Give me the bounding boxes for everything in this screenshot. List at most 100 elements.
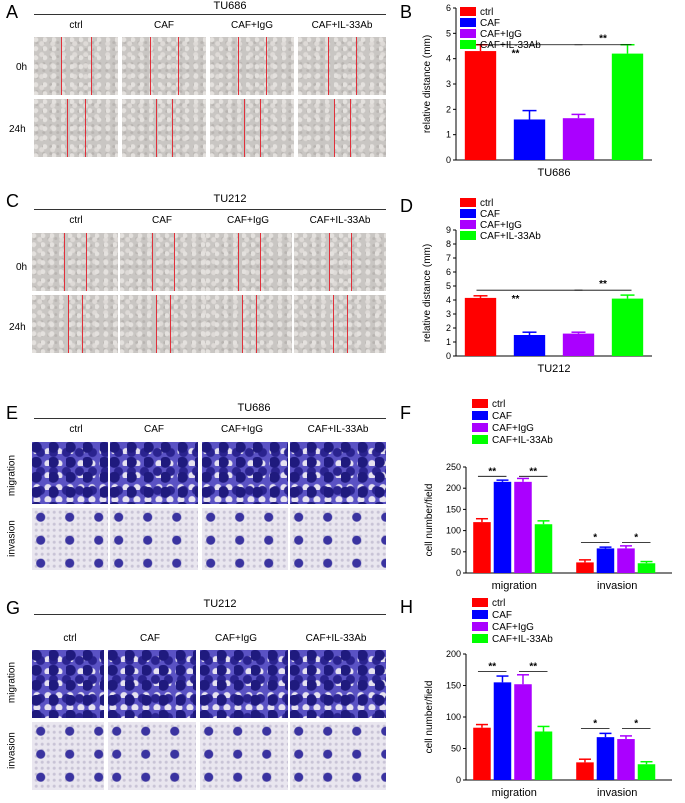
micrograph-cell xyxy=(32,233,118,291)
panel-letter-g: G xyxy=(6,598,21,618)
legend-label: CAF xyxy=(480,209,500,220)
bar xyxy=(514,684,532,780)
significance-label: * xyxy=(593,718,597,729)
panel-g-col-caf-il33ab: CAF+IL-33Ab xyxy=(305,633,367,644)
micrograph-cell xyxy=(32,650,104,718)
bar xyxy=(617,739,635,780)
panel-e-col-ctrl: ctrl xyxy=(69,424,83,435)
wound-edge-line xyxy=(82,295,83,353)
panel-e-rule xyxy=(34,418,386,419)
micrograph-cell xyxy=(34,37,118,95)
panel-a-col-ctrl: ctrl xyxy=(69,20,83,31)
legend-label: CAF+IL-33Ab xyxy=(492,634,553,645)
panel-e-title: TU686 xyxy=(237,402,271,414)
legend-swatch xyxy=(460,198,476,207)
y-tick-label: 4 xyxy=(446,295,451,305)
micrograph-cell xyxy=(34,99,118,157)
y-tick-label: 0 xyxy=(446,351,451,361)
bar xyxy=(611,53,644,160)
bar xyxy=(611,298,644,356)
legend-swatch xyxy=(472,634,488,643)
y-tick-label: 50 xyxy=(451,744,461,754)
y-tick-label: 7 xyxy=(446,253,451,263)
y-tick-label: 0 xyxy=(456,568,461,578)
legend-label: ctrl xyxy=(480,7,493,18)
significance-label: * xyxy=(634,718,638,729)
panel-c-row-24h: 24h xyxy=(9,322,26,333)
micrograph-cell xyxy=(32,442,108,504)
bar xyxy=(473,727,491,780)
legend-label: CAF+IgG xyxy=(492,423,534,434)
y-tick-label: 3 xyxy=(446,79,451,89)
wound-edge-line xyxy=(170,295,171,353)
panel-g-col-ctrl: ctrl xyxy=(63,633,77,644)
panel-a-col-caf-igg: CAF+IgG xyxy=(231,20,273,31)
legend-label: CAF+IgG xyxy=(480,29,522,40)
micrograph-cell xyxy=(32,722,104,790)
y-tick-label: 5 xyxy=(446,28,451,38)
legend-label: CAF xyxy=(492,411,512,422)
y-tick-label: 2 xyxy=(446,104,451,114)
y-tick-label: 100 xyxy=(446,712,461,722)
panel-c-rule xyxy=(34,209,386,210)
significance-label: ** xyxy=(512,294,520,305)
panel-c-title: TU212 xyxy=(213,193,247,205)
panel-a-col-caf-il33ab: CAF+IL-33Ab xyxy=(311,20,373,31)
significance-label: ** xyxy=(529,662,537,673)
legend-swatch xyxy=(472,610,488,619)
bar xyxy=(576,562,594,573)
wound-edge-line xyxy=(238,37,239,95)
significance-label: ** xyxy=(599,34,607,45)
panel-e-col-caf-igg: CAF+IgG xyxy=(221,424,263,435)
micrograph-cell xyxy=(32,508,108,570)
legend-label: CAF xyxy=(492,610,512,621)
chart-d: 0 1 2 3 4 5 6 7 8 9 relative distance (mm) TU212 ** *… xyxy=(422,198,652,375)
micrograph-cell xyxy=(210,99,294,157)
y-tick-label: 6 xyxy=(446,3,451,13)
panel-letter-d: D xyxy=(400,196,413,216)
group-label: invasion xyxy=(597,580,637,592)
group-label: migration xyxy=(492,580,537,592)
y-tick-label: 150 xyxy=(446,681,461,691)
significance-label: * xyxy=(634,532,638,543)
wound-edge-line xyxy=(150,37,151,95)
panel-c-row-0h: 0h xyxy=(16,262,28,273)
panel-g-col-caf-igg: CAF+IgG xyxy=(215,633,257,644)
y-tick-label: 3 xyxy=(446,309,451,319)
wound-edge-line xyxy=(356,37,357,95)
panel-e-col-caf-il33ab: CAF+IL-33Ab xyxy=(307,424,369,435)
bar xyxy=(562,333,595,356)
significance-label: ** xyxy=(488,466,496,477)
micrograph-cell xyxy=(120,295,206,353)
wound-edge-line xyxy=(238,233,239,291)
legend-swatch xyxy=(460,40,476,49)
wound-edge-line xyxy=(86,233,87,291)
bar xyxy=(637,764,656,780)
bar xyxy=(576,762,594,780)
panel-c-col-caf: CAF xyxy=(152,215,172,226)
legend-label: CAF+IL-33Ab xyxy=(480,40,541,51)
wound-edge-line xyxy=(266,37,267,95)
panel-c-col-ctrl: ctrl xyxy=(69,215,83,226)
bar xyxy=(464,51,497,160)
y-axis-label: cell number/field xyxy=(424,484,435,557)
wound-edge-line xyxy=(260,99,261,157)
y-tick-label: 50 xyxy=(451,547,461,557)
legend-label: ctrl xyxy=(492,399,505,410)
wound-edge-line xyxy=(260,233,261,291)
legend-swatch xyxy=(472,423,488,432)
chart-h: 0 50 100 150 200 cell number/field migration in… xyxy=(424,598,672,799)
panel-a-title: TU686 xyxy=(213,0,247,12)
micrograph-cell xyxy=(298,37,386,95)
panel-g-title: TU212 xyxy=(203,598,237,610)
legend-swatch xyxy=(460,209,476,218)
y-tick-label: 200 xyxy=(446,483,461,493)
panel-a-col-caf: CAF xyxy=(154,20,174,31)
micrograph-cell xyxy=(32,295,118,353)
significance-label: ** xyxy=(512,49,520,60)
legend-label: ctrl xyxy=(480,198,493,209)
bar xyxy=(493,682,512,780)
bar xyxy=(534,524,553,573)
y-tick-label: 1 xyxy=(446,337,451,347)
y-tick-label: 9 xyxy=(446,225,451,235)
